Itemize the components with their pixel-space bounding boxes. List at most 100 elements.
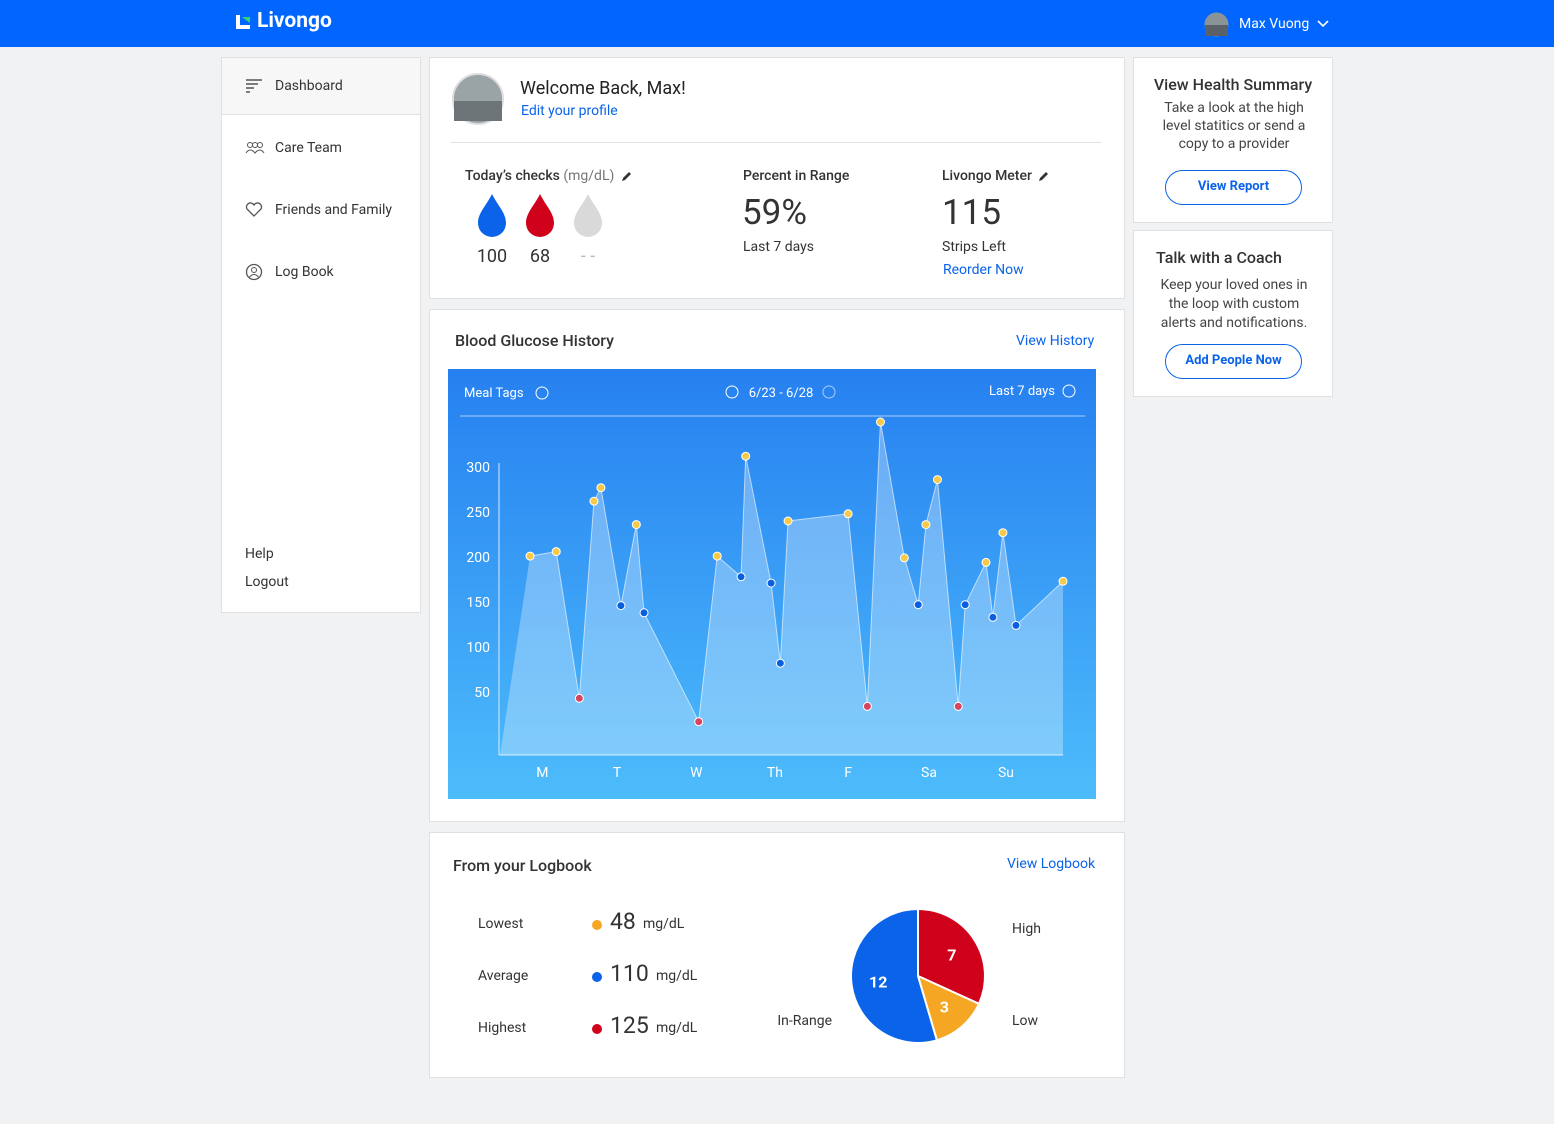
glucose-point — [913, 600, 923, 610]
logo-icon — [236, 15, 250, 29]
glucose-point — [998, 528, 1008, 538]
stat-value: 48 — [610, 908, 636, 935]
nav-care-team[interactable]: Care Team — [222, 120, 420, 176]
stat-label: Highest — [478, 1020, 527, 1036]
profile-photo — [452, 73, 504, 125]
stat-dot — [592, 972, 602, 982]
x-tick-label: Th — [767, 765, 783, 781]
nav-logbook[interactable]: Log Book — [222, 244, 420, 300]
range-value: 59% — [742, 192, 807, 233]
view-history-link[interactable]: View History — [1016, 333, 1095, 349]
range-caption: Last 7 days — [743, 239, 815, 255]
user-menu-caret[interactable] — [1317, 20, 1329, 28]
glucose-point — [960, 600, 970, 610]
checks-unit: (mg/dL) — [563, 168, 615, 184]
stat-label: Average — [478, 968, 529, 984]
stat-unit: mg/dL — [656, 1020, 698, 1036]
glucose-point — [766, 578, 776, 588]
stat-unit: mg/dL — [656, 968, 698, 984]
glucose-point — [639, 608, 649, 618]
glucose-point — [694, 717, 704, 727]
glucose-point — [875, 417, 885, 427]
glucose-point — [981, 557, 991, 567]
glucose-point — [862, 701, 872, 711]
stat-value: 110 — [610, 960, 649, 987]
view-report-button[interactable]: View Report — [1165, 170, 1302, 205]
pie-slice — [916, 974, 981, 1042]
glucose-point — [775, 658, 785, 668]
nav-friends[interactable]: Friends and Family — [222, 182, 420, 238]
meter-caption: Strips Left — [942, 239, 1007, 255]
drop-icon — [574, 194, 602, 237]
nav-icon — [245, 202, 263, 217]
nav-label: Care Team — [275, 140, 342, 156]
glucose-point — [712, 551, 722, 561]
reading-value: - - — [580, 246, 596, 267]
y-tick-label: 100 — [466, 640, 490, 656]
drop-icon — [526, 194, 554, 237]
x-tick-label: Sa — [921, 765, 937, 781]
drop-shape — [478, 194, 506, 237]
stat-dot — [592, 1024, 602, 1034]
coach-title: Talk with a Coach — [1156, 248, 1282, 267]
nav-label: Log Book — [275, 264, 334, 280]
summary-title: View Health Summary — [1153, 75, 1313, 94]
user-name[interactable]: Max Vuong — [1239, 16, 1310, 32]
sidebar: Dashboard Care Team Friends and Family L… — [221, 57, 421, 613]
glucose-point — [736, 572, 746, 582]
coach-text: Keep your loved ones in the loop with cu… — [1160, 277, 1308, 331]
edit-icon[interactable] — [621, 170, 633, 182]
logout-link[interactable]: Logout — [245, 574, 289, 590]
y-tick-label: 300 — [466, 460, 490, 476]
drop-shape — [526, 194, 554, 237]
pie-slice — [917, 907, 986, 1006]
pie-value-label: 3 — [940, 997, 949, 1016]
pie-value-label: 12 — [869, 973, 887, 992]
pie-legend-label: Low — [1012, 1013, 1039, 1029]
pie-legend-label: In-Range — [777, 1013, 832, 1029]
logo[interactable]: Livongo — [257, 9, 332, 33]
meal-tags[interactable]: Meal Tags — [464, 386, 524, 401]
reorder-link[interactable]: Reorder Now — [943, 262, 1024, 278]
glucose-point — [551, 547, 561, 557]
x-tick-label: Su — [998, 765, 1014, 781]
help-link[interactable]: Help — [245, 546, 274, 562]
stat-unit: mg/dL — [643, 916, 685, 932]
prev-icon[interactable] — [725, 385, 739, 399]
edit-icon[interactable] — [1038, 170, 1050, 182]
pie-chart: 7 High 3 Low 12 In-Range — [777, 907, 1041, 1044]
pie-value-label: 7 — [947, 945, 956, 964]
edit-profile-link[interactable]: Edit your profile — [521, 103, 618, 119]
avatar[interactable] — [1204, 12, 1229, 37]
view-logbook-link[interactable]: View Logbook — [1007, 856, 1096, 872]
reading-value: 68 — [529, 246, 551, 267]
x-tick-label: M — [536, 765, 548, 781]
stat-dot — [592, 920, 602, 930]
logbook-card: From your Logbook View Logbook Lowest 48 m… — [429, 832, 1125, 1078]
period-select[interactable]: Last 7 days — [989, 384, 1055, 399]
x-tick-label: F — [844, 765, 852, 781]
drop-icon — [478, 194, 506, 237]
coach-card: Talk with a Coach Keep your loved ones i… — [1133, 230, 1333, 397]
glucose-point — [988, 612, 998, 622]
glucose-point — [1011, 620, 1021, 630]
stat-label: Lowest — [478, 916, 524, 932]
summary-card: View Health Summary Take a look at the h… — [1133, 57, 1333, 223]
pie-legend-label: High — [1012, 921, 1041, 937]
glucose-title: Blood Glucose History — [455, 331, 614, 350]
glucose-area — [500, 422, 1063, 755]
nav-label: Friends and Family — [275, 202, 393, 218]
nav-dashboard[interactable]: Dashboard — [222, 58, 420, 115]
add-people-button[interactable]: Add People Now — [1165, 344, 1302, 379]
next-icon[interactable] — [822, 385, 836, 399]
meter-title: Livongo Meter — [942, 168, 1032, 184]
summary-text: Take a look at the high level statitics … — [1162, 100, 1306, 152]
glucose-point — [525, 551, 535, 561]
glucose-chart: Meal Tags 6/23 - 6/28 Last 7 days 50 100 1… — [448, 369, 1096, 799]
drop-shape — [574, 194, 602, 237]
dropdown-icon[interactable] — [1062, 384, 1076, 398]
logbook-title: From your Logbook — [453, 856, 592, 875]
x-tick-label: T — [613, 765, 622, 781]
dropdown-icon[interactable] — [535, 386, 549, 400]
